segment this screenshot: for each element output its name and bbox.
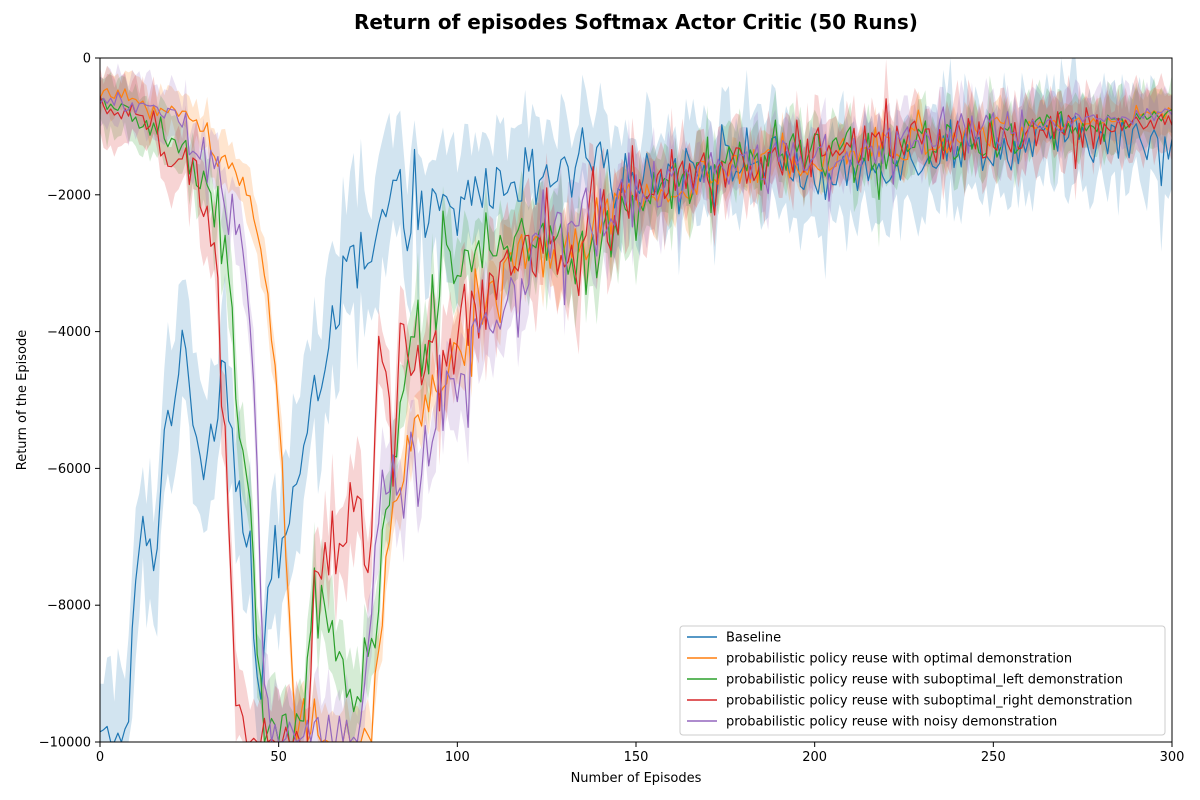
legend-label: probabilistic policy reuse with suboptim…: [726, 673, 1123, 688]
y-tick-label: −6000: [47, 462, 91, 477]
legend-label: probabilistic policy reuse with noisy de…: [726, 715, 1057, 730]
line-series-1: [100, 113, 1172, 742]
line-series-5: [100, 91, 1172, 742]
line-series-4: [100, 95, 1172, 742]
x-tick-label: 300: [1160, 750, 1185, 765]
x-axis-label: Number of Episodes: [571, 771, 702, 786]
x-axis-ticks: 0 50 100 150 200 250 300: [96, 742, 1185, 765]
legend-label: probabilistic policy reuse with optimal …: [726, 652, 1072, 667]
x-tick-label: 250: [981, 750, 1006, 765]
x-tick-label: 200: [802, 750, 827, 765]
legend: Baseline probabilistic policy reuse with …: [679, 625, 1166, 736]
x-tick-label: 150: [624, 750, 649, 765]
x-tick-label: 100: [445, 750, 470, 765]
plot-area: [99, 57, 1173, 743]
series-lines: [100, 88, 1172, 742]
y-axis-label: Return of the Episode: [15, 330, 30, 470]
legend-label: probabilistic policy reuse with suboptim…: [726, 694, 1132, 709]
y-axis-ticks: −10000 −8000 −6000 −4000 −2000 0: [39, 52, 100, 751]
y-tick-label: 0: [83, 52, 91, 67]
y-tick-label: −2000: [47, 188, 91, 203]
y-tick-label: −4000: [47, 325, 91, 340]
legend-label: Baseline: [726, 631, 781, 646]
legend-box: [679, 625, 1166, 736]
x-tick-label: 0: [96, 750, 104, 765]
band-series-1: [100, 58, 1172, 742]
line-series-3: [100, 97, 1172, 742]
y-tick-label: −8000: [47, 599, 91, 614]
chart-title: Return of episodes Softmax Actor Critic …: [354, 10, 918, 34]
x-tick-label: 50: [270, 750, 287, 765]
y-tick-label: −10000: [39, 736, 91, 751]
